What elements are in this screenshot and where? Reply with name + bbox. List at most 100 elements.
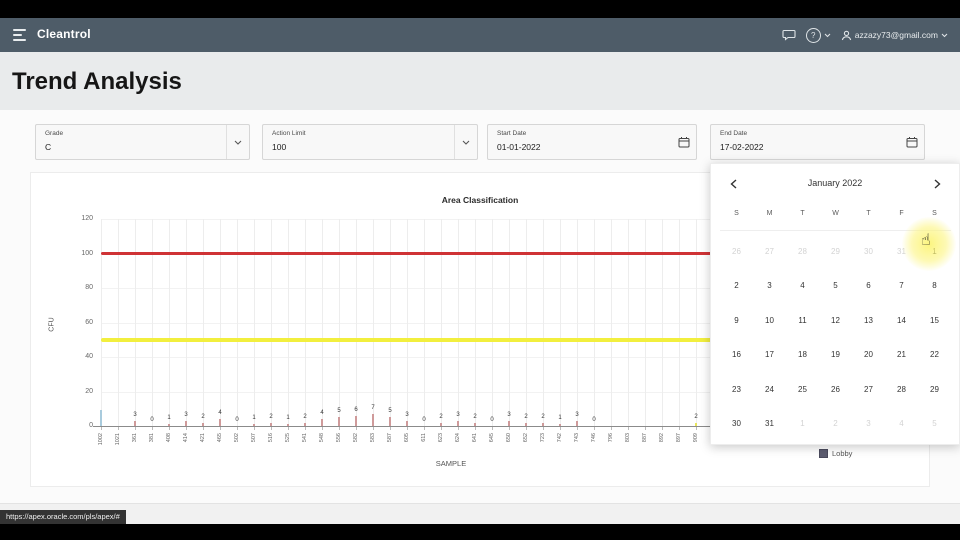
- start-date-label: Start Date: [497, 130, 527, 137]
- gridline-v: [458, 219, 459, 426]
- calendar-day[interactable]: 31: [897, 246, 906, 256]
- calendar-day[interactable]: 12: [831, 315, 840, 325]
- calendar-day[interactable]: 4: [899, 419, 904, 429]
- bar: [576, 420, 578, 426]
- calendar-day[interactable]: 27: [765, 246, 774, 256]
- calendar-day[interactable]: 15: [930, 315, 939, 325]
- app-title: Cleantrol: [37, 27, 91, 41]
- calendar-day[interactable]: 1: [800, 419, 805, 429]
- grade-select[interactable]: Grade C: [35, 124, 250, 160]
- x-tick: [696, 427, 697, 430]
- calendar-day[interactable]: 9: [734, 315, 739, 325]
- bar: [219, 419, 221, 426]
- calendar-day[interactable]: 16: [732, 350, 741, 360]
- x-tick-label: 516: [268, 433, 274, 443]
- calendar-day[interactable]: 23: [732, 384, 741, 394]
- calendar-day[interactable]: 24: [765, 384, 774, 394]
- x-tick-label: 1002: [98, 433, 104, 446]
- calendar-day[interactable]: 4: [800, 281, 805, 291]
- x-tick-label: 548: [319, 433, 325, 443]
- calendar-day[interactable]: 7: [899, 281, 904, 291]
- x-tick: [679, 427, 680, 430]
- x-tick: [288, 427, 289, 430]
- chevron-down-icon[interactable]: [226, 125, 249, 159]
- bar-value-label: 4: [218, 410, 222, 417]
- calendar-day[interactable]: 29: [831, 246, 840, 256]
- limit-line-100: [101, 252, 883, 255]
- gridline-v: [152, 219, 153, 426]
- bar-value-label: 5: [337, 408, 341, 415]
- calendar-day[interactable]: 25: [798, 384, 807, 394]
- calendar-day[interactable]: 29: [930, 384, 939, 394]
- calendar-day-header: S: [734, 210, 739, 217]
- calendar-day[interactable]: 3: [866, 419, 871, 429]
- calendar-day[interactable]: 21: [897, 350, 906, 360]
- x-tick: [305, 427, 306, 430]
- x-tick-label: 541: [302, 433, 308, 443]
- bar-value-label: 3: [184, 411, 188, 418]
- calendar-day[interactable]: 28: [897, 384, 906, 394]
- x-tick: [220, 427, 221, 430]
- grade-label: Grade: [45, 130, 64, 137]
- start-date-field[interactable]: Start Date 01-01-2022: [487, 124, 697, 160]
- x-tick: [101, 427, 102, 430]
- action-limit-select[interactable]: Action Limit 100: [262, 124, 478, 160]
- gridline-v: [594, 219, 595, 426]
- calendar-day[interactable]: 6: [866, 281, 871, 291]
- page-title: Trend Analysis: [12, 68, 182, 95]
- x-tick: [526, 427, 527, 430]
- end-date-field[interactable]: End Date 17-02-2022: [710, 124, 925, 160]
- x-tick-label: 507: [251, 433, 257, 443]
- chevron-down-icon[interactable]: [454, 125, 477, 159]
- x-tick-label: 892: [659, 433, 665, 443]
- calendar-icon[interactable]: [678, 136, 690, 148]
- user-menu[interactable]: azzazy73@gmail.com: [841, 30, 948, 41]
- calendar-day[interactable]: 18: [798, 350, 807, 360]
- calendar-day[interactable]: 28: [798, 246, 807, 256]
- menu-icon[interactable]: [13, 29, 27, 41]
- x-tick-label: 361: [132, 433, 138, 443]
- calendar-prev-icon[interactable]: [725, 176, 741, 192]
- calendar-day[interactable]: 31: [765, 419, 774, 429]
- legend-swatch: [819, 449, 828, 458]
- gridline-v: [390, 219, 391, 426]
- calendar-day[interactable]: 2: [734, 281, 739, 291]
- footer-strip: [0, 503, 960, 525]
- calendar-day[interactable]: 14: [897, 315, 906, 325]
- calendar-day[interactable]: 10: [765, 315, 774, 325]
- chat-icon[interactable]: [782, 29, 796, 41]
- calendar-day[interactable]: 30: [864, 246, 873, 256]
- x-tick-label: 502: [234, 433, 240, 443]
- calendar-day[interactable]: 5: [932, 419, 937, 429]
- bar: [270, 422, 272, 426]
- x-tick-label: 525: [285, 433, 291, 443]
- gridline-v: [118, 219, 119, 426]
- calendar-icon[interactable]: [906, 136, 918, 148]
- calendar-day[interactable]: 17: [765, 350, 774, 360]
- bar-value-label: 7: [371, 404, 375, 411]
- calendar-day[interactable]: 30: [732, 419, 741, 429]
- bar-value-label: 2: [473, 413, 477, 420]
- calendar-day[interactable]: 3: [767, 281, 772, 291]
- calendar-day[interactable]: 2: [833, 419, 838, 429]
- legend-label: Lobby: [832, 449, 853, 458]
- calendar-day[interactable]: 26: [732, 246, 741, 256]
- end-date-value: 17-02-2022: [720, 142, 764, 152]
- gridline-v: [220, 219, 221, 426]
- help-menu[interactable]: ?: [805, 27, 831, 43]
- gridline-v: [645, 219, 646, 426]
- calendar-day[interactable]: 27: [864, 384, 873, 394]
- bar: [100, 410, 102, 426]
- calendar-day[interactable]: 5: [833, 281, 838, 291]
- bar: [474, 422, 476, 426]
- limit-line-50: [101, 337, 883, 342]
- calendar-next-icon[interactable]: [929, 176, 945, 192]
- calendar-day[interactable]: 22: [930, 350, 939, 360]
- calendar-day[interactable]: 13: [864, 315, 873, 325]
- calendar-day[interactable]: 19: [831, 350, 840, 360]
- letterbox-top: [0, 0, 960, 18]
- calendar-day[interactable]: 20: [864, 350, 873, 360]
- calendar-day[interactable]: 11: [798, 315, 807, 325]
- calendar-day[interactable]: 8: [932, 281, 937, 291]
- calendar-day[interactable]: 26: [831, 384, 840, 394]
